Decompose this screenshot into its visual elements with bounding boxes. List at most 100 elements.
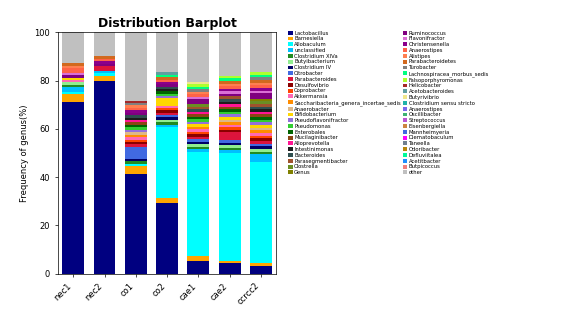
Bar: [62, 32, 84, 63]
Bar: [125, 159, 147, 162]
Bar: [125, 164, 147, 166]
Bar: [125, 125, 147, 127]
Bar: [125, 115, 147, 118]
Bar: [125, 120, 147, 122]
Bar: [219, 101, 241, 104]
Bar: [250, 130, 272, 133]
Bar: [250, 75, 272, 77]
Bar: [187, 137, 209, 139]
Bar: [187, 82, 209, 84]
Bar: [219, 94, 241, 96]
Bar: [125, 113, 147, 115]
Bar: [250, 93, 272, 99]
Bar: [187, 114, 209, 117]
Bar: [219, 143, 241, 145]
Bar: [187, 90, 209, 92]
Bar: [62, 78, 84, 80]
Bar: [156, 99, 178, 106]
Bar: [125, 174, 147, 274]
Bar: [219, 122, 241, 125]
Bar: [219, 140, 241, 143]
Bar: [62, 85, 84, 87]
Bar: [250, 88, 272, 90]
Bar: [62, 101, 84, 274]
Bar: [125, 105, 147, 108]
Bar: [187, 84, 209, 87]
Bar: [93, 64, 115, 66]
Bar: [125, 108, 147, 110]
Bar: [62, 80, 84, 82]
Bar: [156, 118, 178, 120]
Bar: [219, 112, 241, 114]
Bar: [125, 103, 147, 105]
Bar: [125, 100, 147, 103]
Bar: [156, 120, 178, 122]
Bar: [93, 56, 115, 59]
Bar: [219, 261, 241, 263]
Bar: [219, 99, 241, 101]
Bar: [62, 66, 84, 68]
Bar: [156, 89, 178, 91]
Bar: [187, 112, 209, 114]
Bar: [187, 129, 209, 132]
Bar: [187, 144, 209, 147]
Bar: [187, 139, 209, 142]
Bar: [62, 94, 84, 101]
Bar: [250, 152, 272, 154]
Bar: [156, 198, 178, 203]
Bar: [250, 109, 272, 112]
Title: Distribution Barplot: Distribution Barplot: [97, 17, 237, 30]
Bar: [125, 147, 147, 159]
Bar: [156, 72, 178, 75]
Bar: [250, 90, 272, 93]
Bar: [93, 61, 115, 64]
Bar: [187, 109, 209, 112]
Bar: [250, 99, 272, 101]
Bar: [250, 104, 272, 107]
Bar: [219, 153, 241, 261]
Bar: [62, 73, 84, 75]
Bar: [187, 99, 209, 104]
Bar: [125, 118, 147, 120]
Bar: [219, 104, 241, 107]
Bar: [187, 122, 209, 124]
Bar: [62, 63, 84, 66]
Bar: [250, 136, 272, 138]
Bar: [156, 91, 178, 94]
Bar: [250, 154, 272, 162]
Bar: [93, 71, 115, 73]
Bar: [219, 119, 241, 122]
Bar: [219, 86, 241, 89]
Bar: [93, 59, 115, 61]
Bar: [156, 77, 178, 80]
Bar: [125, 132, 147, 135]
Bar: [93, 76, 115, 80]
Bar: [250, 80, 272, 83]
Bar: [250, 72, 272, 75]
Bar: [156, 94, 178, 96]
Bar: [93, 73, 115, 76]
Bar: [187, 261, 209, 274]
Bar: [219, 84, 241, 86]
Bar: [219, 127, 241, 130]
Bar: [62, 92, 84, 94]
Bar: [219, 32, 241, 76]
Bar: [156, 87, 178, 89]
Bar: [156, 203, 178, 274]
Bar: [125, 139, 147, 142]
Bar: [156, 125, 178, 127]
Bar: [125, 137, 147, 139]
Bar: [187, 107, 209, 109]
Bar: [250, 144, 272, 146]
Bar: [187, 142, 209, 144]
Bar: [187, 127, 209, 129]
Bar: [250, 125, 272, 128]
Bar: [250, 120, 272, 122]
Bar: [187, 87, 209, 90]
Bar: [250, 122, 272, 125]
Bar: [62, 75, 84, 78]
Bar: [125, 144, 147, 147]
Bar: [187, 92, 209, 94]
Bar: [125, 127, 147, 130]
Bar: [187, 134, 209, 137]
